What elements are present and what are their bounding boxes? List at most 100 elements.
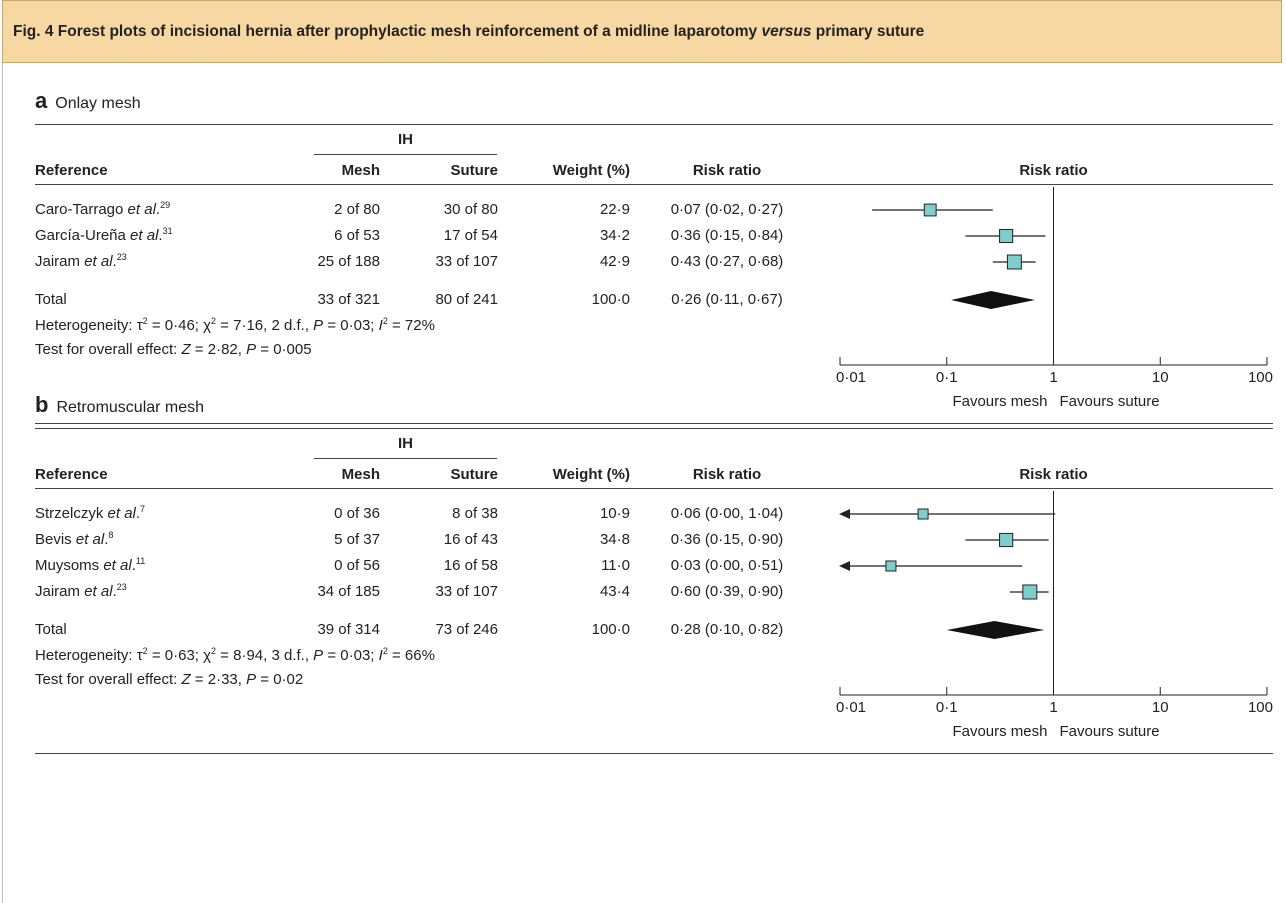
ci-arrow bbox=[839, 509, 850, 519]
x-tick-label: 0·1 bbox=[935, 699, 958, 716]
panel-b: b Retromuscular mesh IH Reference Mesh Suture… bbox=[2, 392, 1283, 754]
study-risk-ratio: 0·36 (0·15, 0·90) bbox=[670, 531, 784, 548]
study-risk-ratio: 0·03 (0·00, 0·51) bbox=[670, 557, 784, 574]
top-rule bbox=[35, 428, 1273, 429]
study-mesh-events: 34 of 185 bbox=[317, 583, 380, 600]
column-header-reference: Reference bbox=[35, 466, 108, 483]
study-weight: 42·9 bbox=[599, 253, 630, 270]
heterogeneity-text: Heterogeneity: τ2 = 0·63; χ2 = 8·94, 3 d… bbox=[35, 646, 435, 665]
overall-effect-text: Test for overall effect: Z = 2·33, P = 0… bbox=[35, 671, 304, 688]
pooled-diamond bbox=[946, 621, 1045, 639]
x-tick-label: 1 bbox=[1049, 369, 1058, 386]
study-weight: 10·9 bbox=[599, 505, 630, 522]
study-reference: Muysoms et al.11 bbox=[35, 556, 146, 575]
study-reference: Jairam et al.23 bbox=[35, 582, 127, 601]
x-tick-label: 10 bbox=[1151, 699, 1169, 716]
study-suture-events: 16 of 58 bbox=[443, 557, 498, 574]
study-suture-events: 16 of 43 bbox=[443, 531, 498, 548]
total-mesh-events: 33 of 321 bbox=[317, 291, 380, 308]
favours-suture-label: Favours suture bbox=[1059, 393, 1160, 410]
study-weight: 22·9 bbox=[599, 201, 630, 218]
favours-mesh-label: Favours mesh bbox=[952, 393, 1048, 410]
study-point bbox=[999, 532, 1014, 548]
x-tick-label: 1 bbox=[1049, 699, 1058, 716]
study-reference: Jairam et al.23 bbox=[35, 252, 127, 271]
study-risk-ratio: 0·60 (0·39, 0·90) bbox=[670, 583, 784, 600]
study-reference: García-Ureña et al.31 bbox=[35, 226, 173, 245]
panel-title-text: Retromuscular mesh bbox=[56, 399, 205, 416]
panel-title: b Retromuscular mesh bbox=[35, 392, 204, 418]
study-mesh-events: 0 of 36 bbox=[334, 505, 380, 522]
column-header-risk-ratio: Risk ratio bbox=[692, 466, 762, 483]
total-risk-ratio: 0·26 (0·11, 0·67) bbox=[671, 291, 783, 308]
total-mesh-events: 39 of 314 bbox=[317, 621, 380, 638]
ci-arrow bbox=[839, 561, 850, 571]
column-header-suture: Suture bbox=[450, 162, 498, 179]
study-weight: 43·4 bbox=[599, 583, 630, 600]
header-rule bbox=[35, 488, 1273, 489]
study-mesh-events: 6 of 53 bbox=[334, 227, 380, 244]
study-mesh-events: 2 of 80 bbox=[334, 201, 380, 218]
study-weight: 11·0 bbox=[601, 557, 630, 574]
total-suture-events: 80 of 241 bbox=[435, 291, 498, 308]
total-weight: 100·0 bbox=[591, 291, 630, 308]
total-weight: 100·0 bbox=[591, 621, 630, 638]
study-mesh-events: 5 of 37 bbox=[334, 531, 380, 548]
study-point bbox=[917, 508, 929, 520]
favours-suture-label: Favours suture bbox=[1059, 723, 1160, 740]
total-risk-ratio: 0·28 (0·10, 0·82) bbox=[670, 621, 784, 638]
study-reference: Strzelczyk et al.7 bbox=[35, 504, 146, 523]
study-point bbox=[923, 203, 937, 217]
overall-effect-text: Test for overall effect: Z = 2·82, P = 0… bbox=[35, 341, 312, 358]
panel-letter: a bbox=[35, 88, 48, 113]
left-border bbox=[2, 63, 3, 903]
total-label: Total bbox=[35, 291, 67, 308]
study-mesh-events: 0 of 56 bbox=[334, 557, 380, 574]
panel-title: a Onlay mesh bbox=[35, 88, 141, 114]
bottom-rule bbox=[35, 753, 1273, 754]
panel-title-text: Onlay mesh bbox=[55, 95, 141, 112]
header-rule bbox=[35, 184, 1273, 185]
favours-mesh-label: Favours mesh bbox=[952, 723, 1048, 740]
bottom-rule bbox=[35, 423, 1273, 424]
forest-plot bbox=[839, 491, 1268, 696]
column-header-plot: Risk ratio bbox=[1019, 466, 1088, 483]
study-risk-ratio: 0·07 (0·02, 0·27) bbox=[670, 201, 784, 218]
column-header-reference: Reference bbox=[35, 162, 108, 179]
x-tick-label: 100 bbox=[1247, 369, 1273, 386]
x-tick-label: 0·1 bbox=[935, 369, 958, 386]
panel-letter: b bbox=[35, 392, 49, 417]
study-risk-ratio: 0·36 (0·15, 0·84) bbox=[670, 227, 784, 244]
column-header-risk-ratio: Risk ratio bbox=[692, 162, 762, 179]
column-header-mesh: Mesh bbox=[341, 162, 380, 179]
study-suture-events: 17 of 54 bbox=[443, 227, 498, 244]
x-tick-label: 10 bbox=[1151, 369, 1169, 386]
study-suture-events: 33 of 107 bbox=[435, 253, 498, 270]
column-header-suture: Suture bbox=[450, 466, 498, 483]
study-risk-ratio: 0·43 (0·27, 0·68) bbox=[670, 253, 784, 270]
total-suture-events: 73 of 246 bbox=[435, 621, 498, 638]
study-mesh-events: 25 of 188 bbox=[317, 253, 380, 270]
study-point bbox=[1006, 254, 1022, 270]
study-weight: 34·8 bbox=[599, 531, 630, 548]
heterogeneity-text: Heterogeneity: τ2 = 0·46; χ2 = 7·16, 2 d… bbox=[35, 316, 435, 335]
column-header-plot: Risk ratio bbox=[1019, 162, 1088, 179]
study-suture-events: 33 of 107 bbox=[435, 583, 498, 600]
total-label: Total bbox=[35, 621, 67, 638]
study-risk-ratio: 0·06 (0·00, 1·04) bbox=[670, 505, 784, 522]
study-suture-events: 8 of 38 bbox=[452, 505, 498, 522]
study-reference: Caro-Tarrago et al.29 bbox=[35, 200, 171, 219]
study-weight: 34·2 bbox=[599, 227, 630, 244]
x-tick-label: 0·01 bbox=[836, 369, 867, 386]
column-group-ih: IH bbox=[398, 131, 413, 148]
column-header-weight: Weight (%) bbox=[552, 466, 630, 483]
column-header-mesh: Mesh bbox=[341, 466, 380, 483]
top-rule bbox=[35, 124, 1273, 125]
column-group-ih: IH bbox=[398, 435, 413, 452]
forest-plot bbox=[839, 187, 1268, 366]
figure-title: Fig. 4 Forest plots of incisional hernia… bbox=[13, 23, 925, 40]
ih-underline bbox=[314, 458, 497, 459]
figure-header: Fig. 4 Forest plots of incisional hernia… bbox=[2, 0, 1282, 63]
x-tick-label: 100 bbox=[1247, 699, 1273, 716]
ih-underline bbox=[314, 154, 497, 155]
